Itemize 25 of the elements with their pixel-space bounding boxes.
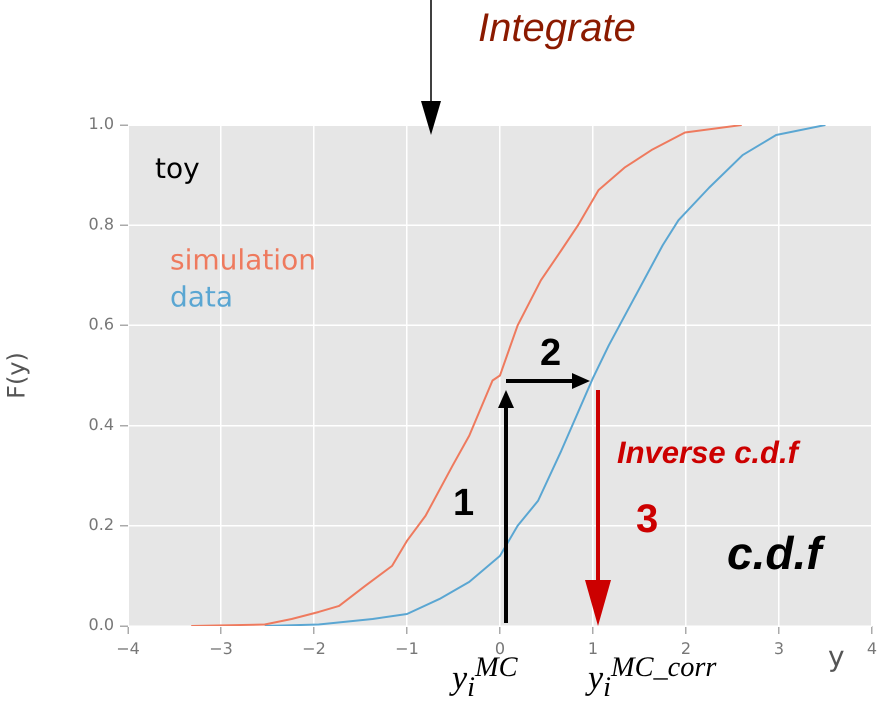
x-axis-title: y bbox=[828, 640, 845, 673]
y-axis-title: F(y) bbox=[2, 352, 31, 399]
text: Integrate bbox=[478, 6, 636, 51]
x-tick-label: −2 bbox=[302, 638, 326, 658]
y-tick-label: 0.2 bbox=[88, 514, 114, 534]
annotation: 1 bbox=[453, 482, 474, 525]
x-tick-label: 0 bbox=[494, 638, 506, 658]
x-tick-label: −4 bbox=[116, 638, 140, 658]
x-tick-label: 3 bbox=[774, 638, 784, 658]
annotation: Inverse c.d.f bbox=[617, 435, 798, 471]
y-tick-label: 0.8 bbox=[88, 214, 114, 234]
x-tick-label: −1 bbox=[395, 638, 419, 658]
annotation: 2 bbox=[540, 332, 562, 375]
y-tick-label: 0.0 bbox=[88, 615, 114, 634]
y-tick-label: 0.6 bbox=[88, 314, 114, 334]
y-tick-label: 1.0 bbox=[88, 114, 114, 134]
x-tick-label: 2 bbox=[680, 638, 692, 658]
x-tick-label: −3 bbox=[209, 638, 233, 658]
x-tick-label: 1 bbox=[588, 638, 598, 658]
text: simulation bbox=[170, 243, 316, 276]
x-tick-label: 4 bbox=[866, 638, 878, 658]
y-tick-label: 0.4 bbox=[88, 414, 114, 434]
annotation: toy bbox=[155, 152, 200, 185]
annotation: 3 bbox=[636, 497, 658, 542]
text: data bbox=[170, 280, 234, 314]
